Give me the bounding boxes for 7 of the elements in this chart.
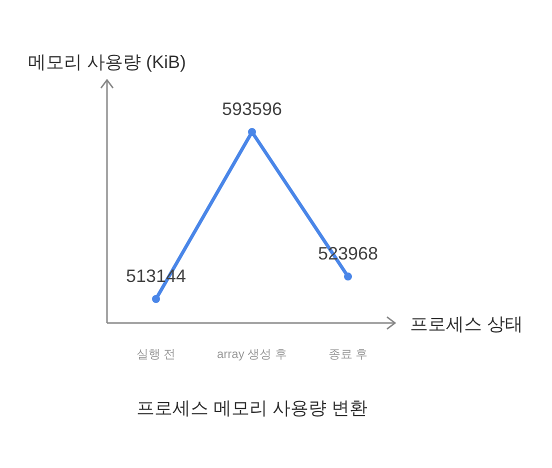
x-tick-label: array 생성 후 xyxy=(216,347,288,361)
data-label: 593596 xyxy=(222,99,282,119)
x-tick-label: 실행 전 xyxy=(136,347,176,361)
text: 프로세스 메모리 사용량 변환 xyxy=(136,398,368,418)
y-axis-title: 메모리 사용량 (KiB) xyxy=(28,52,186,72)
x-axis-title: 프로세스 상태 xyxy=(410,314,524,334)
x-tick-label: 종료 후 xyxy=(328,347,368,361)
